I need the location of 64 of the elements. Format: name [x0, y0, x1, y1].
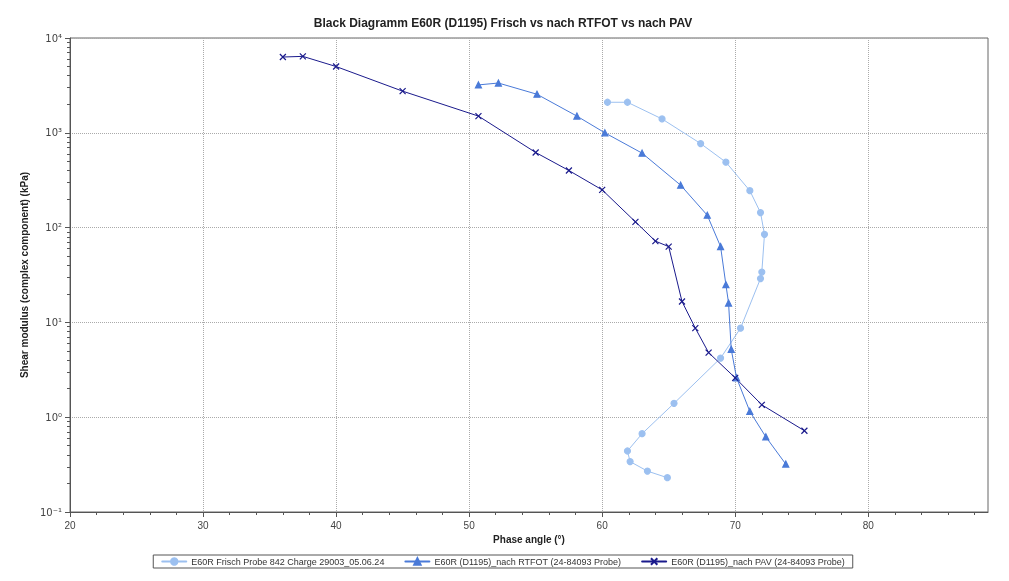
point: [756, 274, 765, 283]
point: [623, 447, 632, 455]
point: [533, 90, 541, 98]
point: [603, 98, 612, 106]
y-tick-label: 10¹: [45, 316, 62, 328]
point: [716, 354, 725, 362]
x-tick-label: 50: [463, 519, 476, 531]
legend-label: E60R Frisch Probe 842 Charge 29003_05.06.24: [191, 556, 385, 567]
point: [474, 81, 483, 89]
point: [279, 53, 287, 61]
chart-title: Black Diagramm E60R (D1195) Frisch vs nach RTFOT vs nach PAV: [313, 16, 693, 30]
point: [299, 52, 307, 60]
legend-label: E60R (D1195)_nach RTFOT (24-84093 Probe): [434, 556, 621, 567]
point: [565, 166, 573, 175]
point: [638, 149, 646, 157]
point: [691, 324, 699, 332]
point: [716, 243, 725, 251]
point: [746, 187, 754, 195]
point: [762, 433, 770, 441]
x-tick-label: 80: [862, 519, 875, 531]
point: [474, 112, 483, 120]
point: [756, 208, 765, 217]
point: [623, 98, 632, 106]
point: [746, 407, 754, 416]
point: [573, 112, 581, 120]
point: [532, 148, 540, 157]
y-tick-label: 10⁰: [45, 411, 62, 423]
y-axis-title: Shear modulus (complex component) (kPa): [18, 171, 30, 379]
x-tick-label: 70: [729, 519, 742, 531]
x-axis-title: Phase angle (°): [493, 534, 565, 546]
point: [651, 237, 659, 245]
point: [722, 158, 730, 166]
point: [663, 474, 671, 482]
x-tick-label: 60: [596, 519, 609, 531]
point: [736, 324, 745, 332]
point: [399, 87, 407, 95]
point: [658, 115, 666, 123]
point: [703, 211, 711, 219]
y-tick-label: 10²: [45, 222, 62, 234]
y-tick-label: 10⁴: [45, 32, 62, 44]
y-tick-label: 10³: [45, 127, 62, 139]
point: [332, 62, 340, 71]
point: [782, 460, 790, 468]
point: [494, 79, 502, 87]
point: [722, 281, 730, 289]
point: [626, 458, 634, 466]
point: [697, 139, 705, 148]
point: [678, 297, 686, 306]
point: [758, 268, 766, 276]
point: [631, 218, 640, 226]
x-tick-label: 40: [330, 519, 343, 531]
point: [724, 299, 733, 307]
point: [638, 430, 646, 438]
legend-label: E60R (D1195)_nach PAV (24-84093 Probe): [671, 556, 845, 567]
point: [800, 427, 808, 435]
x-tick-label: 20: [64, 519, 76, 531]
y-tick-label: 10⁻¹: [39, 506, 62, 518]
x-tick-label: 30: [197, 519, 210, 531]
point: [727, 345, 735, 353]
point: [643, 467, 652, 475]
point: [670, 399, 678, 407]
point: [601, 129, 609, 137]
point: [760, 230, 769, 238]
point: [677, 181, 685, 189]
